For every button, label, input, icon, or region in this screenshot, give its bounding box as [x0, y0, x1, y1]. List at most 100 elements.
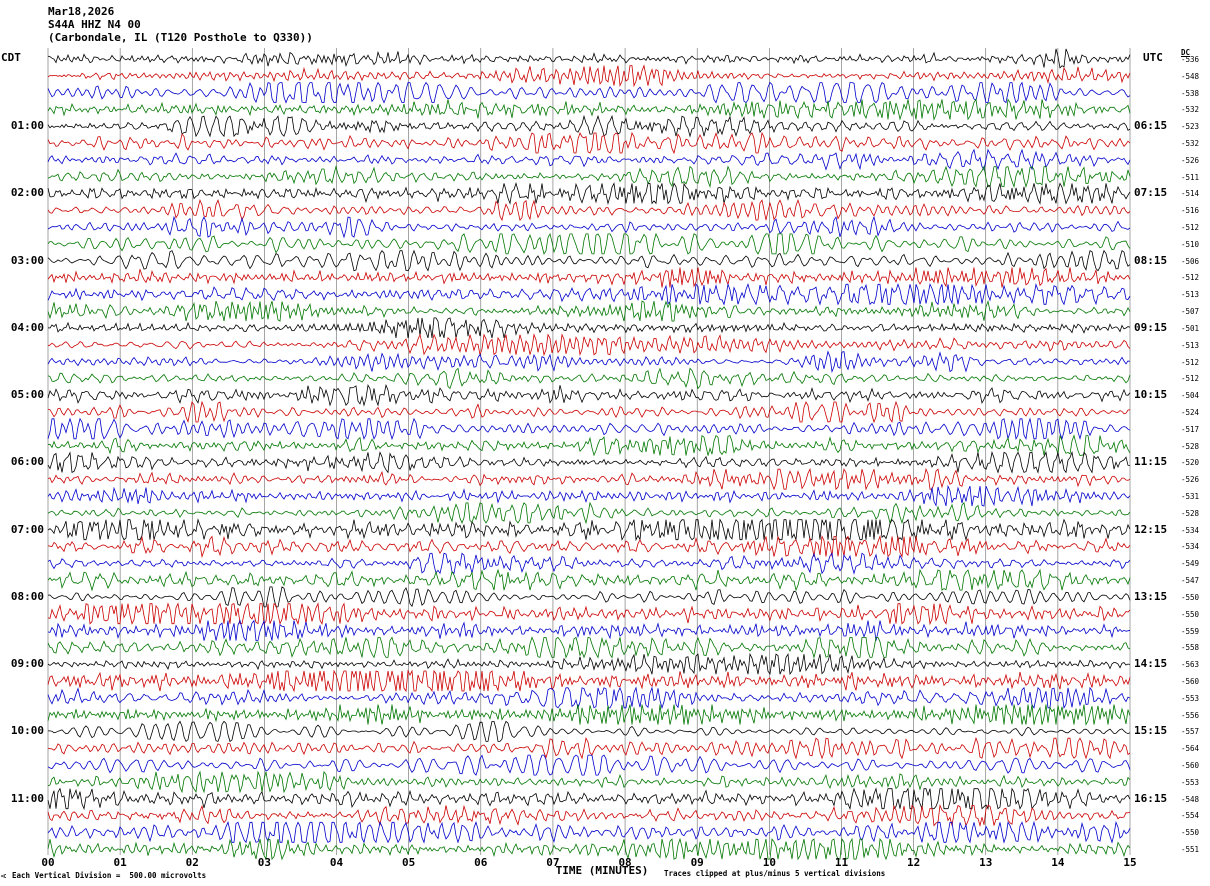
seismogram-trace	[47, 267, 1131, 288]
seismogram-trace	[47, 586, 1131, 608]
dc-offset-value: -550	[1181, 609, 1200, 619]
dc-offset-value: -507	[1181, 307, 1200, 317]
seismogram-trace	[47, 148, 1131, 171]
seismogram-trace	[47, 317, 1131, 339]
seismogram-trace	[47, 534, 1131, 559]
left-time-label: 10:00	[10, 724, 44, 738]
seismogram-trace	[47, 198, 1131, 222]
x-tick-label: 08	[618, 856, 632, 869]
x-tick-label: 01	[113, 856, 127, 869]
x-tick-label: 11	[834, 856, 849, 869]
seismogram-trace	[47, 299, 1131, 322]
dc-offset-value: -513	[1181, 340, 1200, 350]
seismogram-trace	[47, 484, 1131, 507]
title-site: (Carbondale, IL (T120 Posthole to Q330))	[48, 31, 313, 44]
seismogram-trace	[47, 686, 1131, 710]
dc-offset-value: -534	[1181, 525, 1200, 535]
dc-offset-value: -560	[1181, 676, 1200, 686]
right-time-label: 14:15	[1134, 657, 1168, 671]
seismogram-trace	[47, 837, 1131, 861]
dc-offset-value: -501	[1181, 323, 1200, 333]
dc-offset-value: -548	[1181, 794, 1200, 804]
seismogram-trace	[47, 383, 1131, 407]
dc-offset-value: -554	[1181, 811, 1200, 821]
right-time-label: 11:15	[1134, 455, 1168, 469]
logo-mark: A	[0, 873, 9, 879]
seismogram-trace	[47, 518, 1131, 542]
dc-offset-value: -528	[1181, 441, 1200, 451]
seismogram-trace	[47, 81, 1131, 104]
dc-offset-value: -516	[1181, 206, 1200, 216]
seismogram-trace	[47, 467, 1131, 491]
x-axis-label: TIME (MINUTES)	[555, 864, 649, 877]
dc-offset-value: -563	[1181, 660, 1200, 670]
dc-offset-value: -512	[1181, 223, 1200, 233]
seismogram-trace	[47, 165, 1131, 189]
dc-offset-value: -512	[1181, 273, 1200, 283]
dc-offset-value: -512	[1181, 357, 1200, 367]
dc-offset-value: -564	[1181, 744, 1200, 754]
seismogram-trace	[47, 367, 1131, 390]
left-time-label: 04:00	[10, 320, 44, 334]
seismogram-trace	[47, 602, 1131, 626]
dc-offset-value: -526	[1181, 475, 1200, 485]
seismogram-trace	[47, 417, 1131, 441]
seismogram-trace	[47, 552, 1131, 575]
seismogram-trace	[47, 450, 1131, 474]
title-date: Mar18,2026	[48, 5, 115, 18]
dc-offset-value: -506	[1181, 256, 1200, 266]
seismogram-trace	[47, 282, 1131, 306]
seismogram-trace	[47, 48, 1131, 69]
seismogram-trace	[47, 215, 1131, 239]
right-timezone-header: UTC	[1143, 51, 1163, 64]
x-tick-label: 12	[906, 856, 921, 869]
seismogram-trace	[47, 820, 1131, 844]
seismogram-trace	[47, 114, 1131, 138]
seismogram-trace	[47, 333, 1131, 357]
dc-offset-value: -547	[1181, 576, 1200, 586]
dc-offset-value: -532	[1181, 138, 1200, 148]
seismogram-trace	[47, 619, 1131, 642]
seismogram-trace	[47, 754, 1131, 776]
seismogram-trace	[47, 64, 1131, 88]
seismogram-trace	[47, 736, 1131, 760]
left-time-label: 11:00	[10, 791, 44, 805]
dc-offset-value: -531	[1181, 492, 1200, 502]
dc-offset-value: -557	[1181, 727, 1200, 737]
dc-offset-value: -512	[1181, 374, 1200, 384]
x-tick-label: 02	[185, 856, 199, 869]
seismogram-trace	[47, 652, 1131, 676]
x-tick-label: 09	[690, 856, 704, 869]
seismogram-trace	[47, 131, 1131, 155]
dc-offset-value: -517	[1181, 424, 1200, 434]
x-tick-label: 13	[979, 856, 993, 869]
plot-title: Mar18,2026 S44A HHZ N4 00 (Carbondale, IL …	[48, 5, 313, 44]
dc-offset-value: -550	[1181, 592, 1200, 602]
dc-offset-value: -548	[1181, 71, 1200, 81]
dc-offset-value: -553	[1181, 777, 1200, 787]
seismogram-trace	[47, 249, 1131, 272]
left-time-label: 02:00	[10, 186, 44, 200]
dc-offset-value: -550	[1181, 828, 1200, 838]
dc-offset-value: -549	[1181, 559, 1200, 569]
seismogram-trace	[47, 669, 1131, 693]
dc-offset-value: -551	[1181, 845, 1200, 855]
dc-offset-value: -536	[1181, 54, 1200, 64]
seismogram-trace	[47, 804, 1131, 828]
left-time-label: 06:00	[10, 455, 44, 469]
seismogram-trace	[47, 400, 1131, 424]
seismogram-trace	[47, 232, 1131, 255]
dc-offset-value: -559	[1181, 626, 1200, 636]
seismogram-trace	[47, 704, 1131, 726]
dc-offset-value: -520	[1181, 458, 1200, 468]
dc-offset-value: -514	[1181, 189, 1200, 199]
dc-offset-value: -526	[1181, 155, 1200, 165]
dc-offset-value: -553	[1181, 693, 1200, 703]
seismogram-trace	[47, 182, 1131, 205]
dc-offset-value: -556	[1181, 710, 1200, 720]
x-tick-label: 00	[41, 856, 55, 869]
x-tick-label: 04	[329, 856, 344, 869]
right-time-label: 15:15	[1134, 724, 1168, 738]
x-tick-label: 10	[762, 856, 776, 869]
left-time-label: 08:00	[10, 589, 44, 603]
